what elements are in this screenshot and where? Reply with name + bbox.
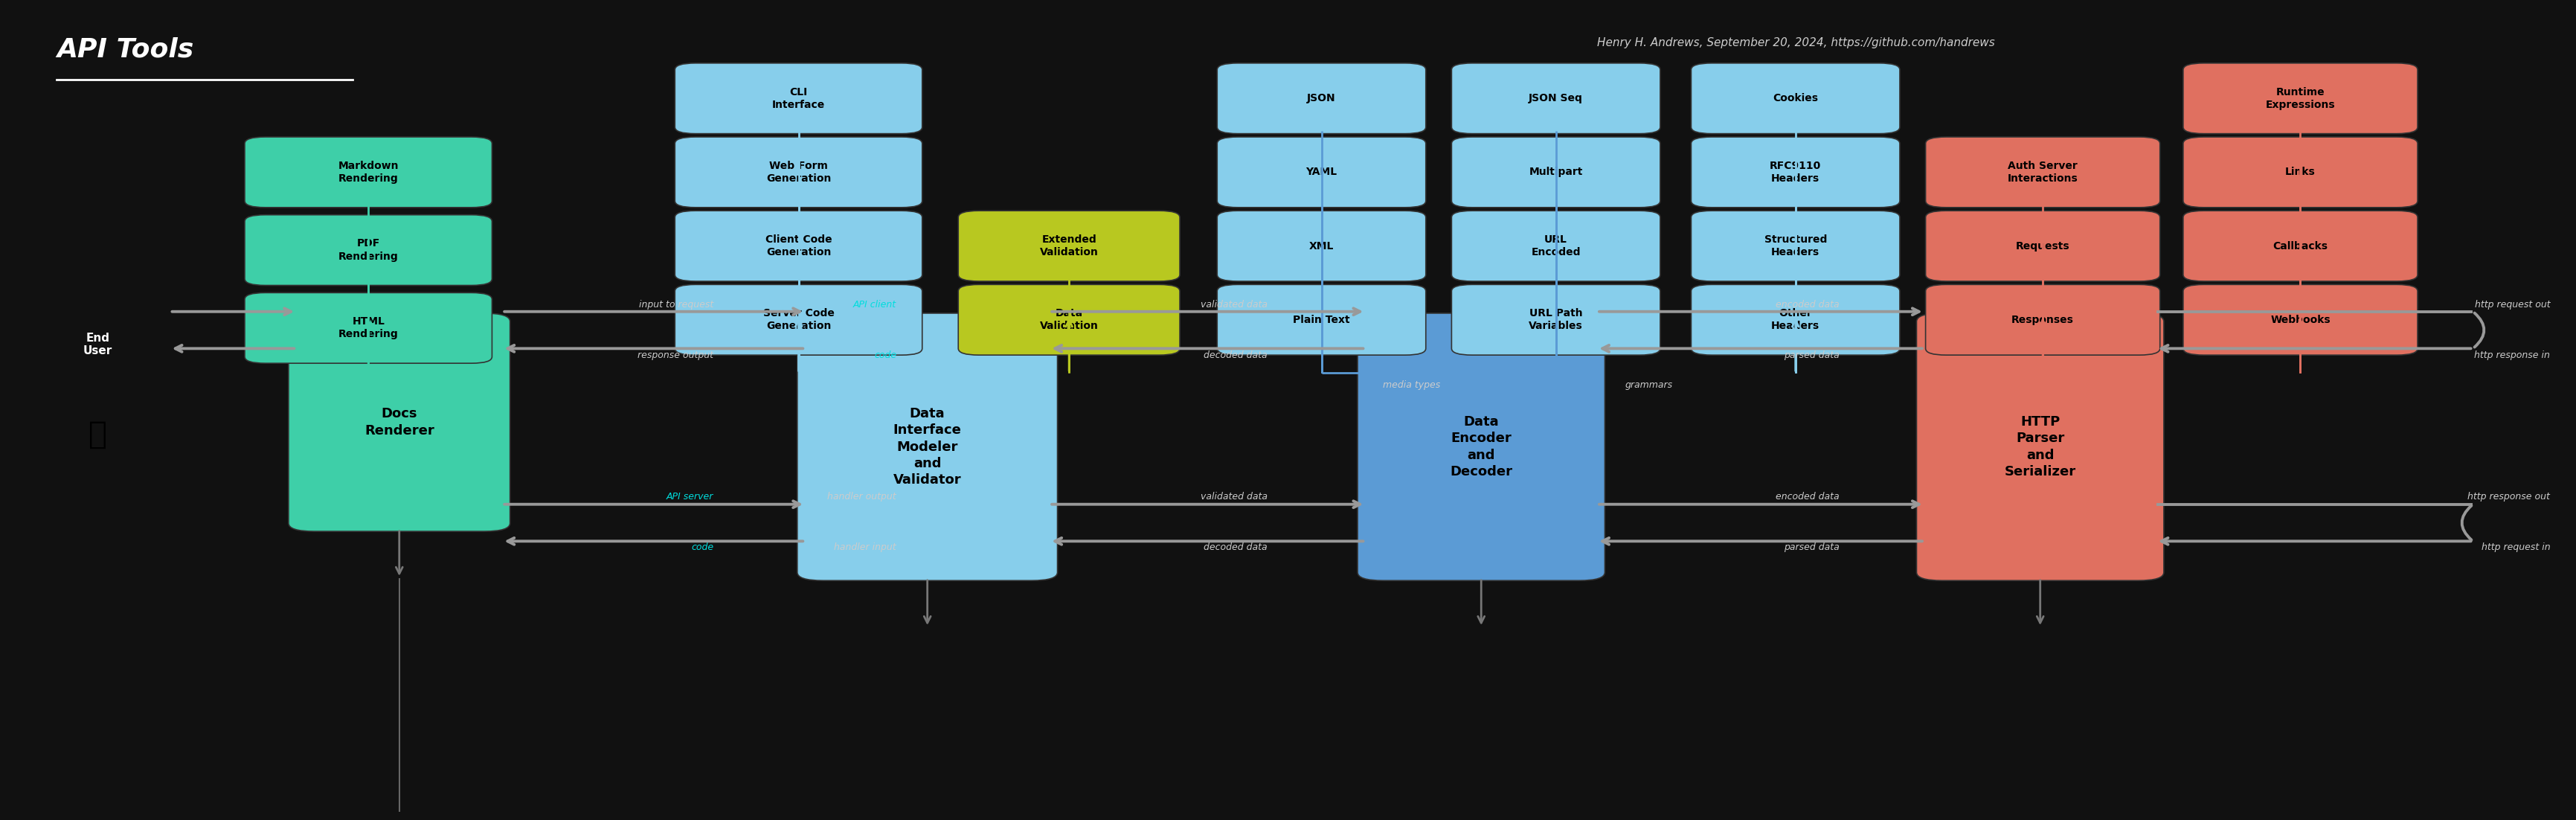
FancyBboxPatch shape [799,313,1056,581]
FancyBboxPatch shape [1218,211,1427,281]
Text: Plain Text: Plain Text [1293,315,1350,325]
FancyBboxPatch shape [675,137,922,207]
Text: parsed data: parsed data [1783,542,1839,552]
Text: http request in: http request in [2481,542,2550,552]
Text: http response in: http response in [2476,350,2550,360]
FancyBboxPatch shape [2184,285,2419,355]
Text: handler output: handler output [827,492,896,502]
Text: grammars: grammars [1625,380,1672,390]
Text: handler input: handler input [835,542,896,552]
Text: Webhooks: Webhooks [2269,315,2331,325]
Text: validated data: validated data [1200,492,1267,502]
Text: End
User: End User [82,332,113,357]
Text: validated data: validated data [1200,300,1267,310]
Text: input to request: input to request [639,300,714,310]
Text: encoded data: encoded data [1775,492,1839,502]
Text: Server Code
Generation: Server Code Generation [762,308,835,331]
Text: Data
Interface
Modeler
and
Validator: Data Interface Modeler and Validator [894,408,961,486]
Text: 🤓: 🤓 [88,419,108,450]
FancyBboxPatch shape [1358,313,1605,581]
FancyBboxPatch shape [1692,63,1899,134]
Text: API client: API client [853,300,896,310]
Text: Runtime
Expressions: Runtime Expressions [2264,87,2336,110]
Text: media types: media types [1383,380,1440,390]
FancyBboxPatch shape [2184,211,2419,281]
FancyBboxPatch shape [1453,137,1662,207]
Text: CLI
Interface: CLI Interface [773,87,824,110]
FancyBboxPatch shape [675,211,922,281]
FancyBboxPatch shape [675,63,922,134]
Text: Henry H. Andrews, September 20, 2024, https://github.com/handrews: Henry H. Andrews, September 20, 2024, ht… [1597,37,1994,48]
FancyBboxPatch shape [1218,137,1427,207]
Text: Responses: Responses [2012,315,2074,325]
FancyBboxPatch shape [1692,137,1899,207]
FancyBboxPatch shape [1692,285,1899,355]
Text: parsed data: parsed data [1783,350,1839,360]
FancyBboxPatch shape [245,215,492,285]
Text: Requests: Requests [2017,241,2069,251]
FancyBboxPatch shape [958,211,1180,281]
FancyBboxPatch shape [1927,137,2159,207]
Text: XML: XML [1309,241,1334,251]
Text: Docs
Renderer: Docs Renderer [363,408,435,437]
FancyBboxPatch shape [1927,285,2159,355]
Text: Links: Links [2285,167,2316,177]
FancyBboxPatch shape [1692,211,1899,281]
Text: URL Path
Variables: URL Path Variables [1528,308,1584,331]
FancyBboxPatch shape [245,293,492,363]
FancyBboxPatch shape [245,137,492,207]
Text: encoded data: encoded data [1775,300,1839,310]
Text: JSON Seq: JSON Seq [1528,93,1584,103]
Text: YAML: YAML [1306,167,1337,177]
Text: Auth Server
Interactions: Auth Server Interactions [2007,161,2079,184]
FancyBboxPatch shape [1453,211,1662,281]
Text: Data
Validation: Data Validation [1041,308,1097,331]
FancyBboxPatch shape [2184,137,2419,207]
Text: Cookies: Cookies [1772,93,1819,103]
Text: JSON: JSON [1306,93,1337,103]
Text: Web Form
Generation: Web Form Generation [765,161,832,184]
FancyBboxPatch shape [289,313,510,531]
Text: API Tools: API Tools [57,37,193,62]
FancyBboxPatch shape [2184,63,2419,134]
Text: Client Code
Generation: Client Code Generation [765,235,832,257]
FancyBboxPatch shape [1453,285,1662,355]
Text: Markdown
Rendering: Markdown Rendering [337,161,399,184]
FancyBboxPatch shape [675,285,922,355]
FancyBboxPatch shape [958,285,1180,355]
Text: code: code [690,542,714,552]
FancyBboxPatch shape [1917,313,2164,581]
Text: API server: API server [667,492,714,502]
Text: RFC9110
Headers: RFC9110 Headers [1770,161,1821,184]
Text: decoded data: decoded data [1203,350,1267,360]
Text: response output: response output [639,350,714,360]
FancyBboxPatch shape [1927,211,2159,281]
FancyBboxPatch shape [1218,285,1427,355]
Text: HTML
Rendering: HTML Rendering [337,317,399,339]
Text: Multipart: Multipart [1530,167,1582,177]
Text: Extended
Validation: Extended Validation [1041,235,1097,257]
Text: Callbacks: Callbacks [2272,241,2329,251]
Text: HTTP
Parser
and
Serializer: HTTP Parser and Serializer [2004,416,2076,478]
Text: Data
Encoder
and
Decoder: Data Encoder and Decoder [1450,416,1512,478]
Text: code: code [873,350,896,360]
Text: http request out: http request out [2476,300,2550,310]
Text: http response out: http response out [2468,492,2550,502]
Text: Structured
Headers: Structured Headers [1765,235,1826,257]
Text: URL
Encoded: URL Encoded [1530,235,1582,257]
FancyBboxPatch shape [1453,63,1662,134]
Text: PDF
Rendering: PDF Rendering [337,239,399,262]
Text: decoded data: decoded data [1203,542,1267,552]
Text: Other
Headers: Other Headers [1772,308,1819,331]
FancyBboxPatch shape [1218,63,1427,134]
